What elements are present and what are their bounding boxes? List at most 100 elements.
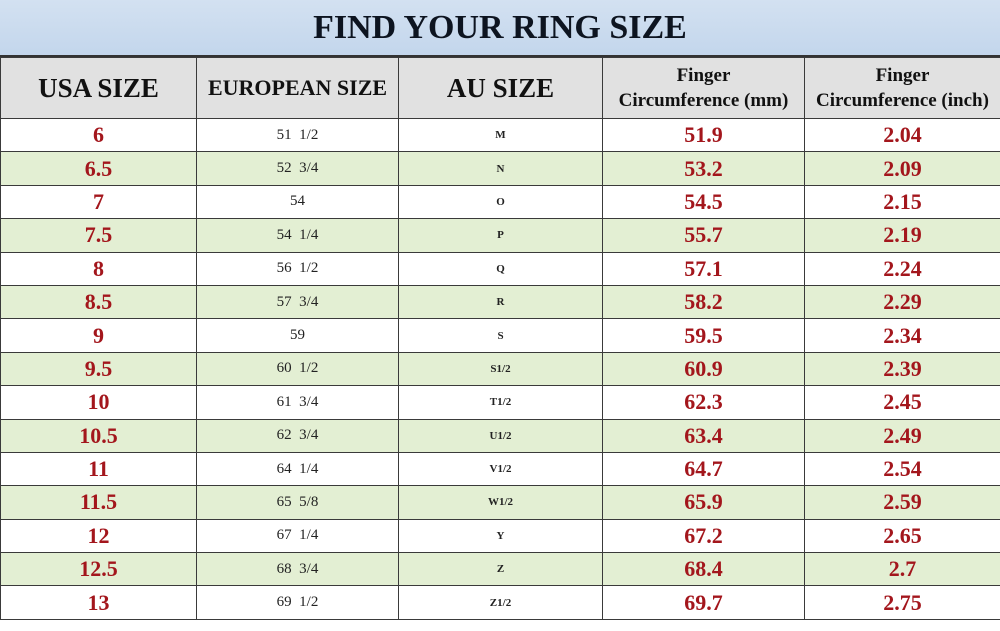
usa-size-cell: 9.5 (0, 351, 197, 387)
usa-size-cell: 9 (0, 318, 197, 353)
circumference-mm-cell: 69.7 (602, 585, 805, 620)
header-mm-line1: Finger (676, 65, 731, 86)
circumference-inch-cell: 2.34 (804, 318, 1000, 353)
au-size-cell: N (398, 151, 603, 186)
usa-size-cell: 10.5 (0, 418, 197, 453)
circumference-mm-cell: 55.7 (602, 218, 805, 253)
circumference-mm-cell: 68.4 (602, 552, 805, 587)
usa-size-cell: 7.5 (0, 218, 197, 253)
circumference-inch-cell: 2.39 (804, 351, 1000, 387)
european-size-cell: 56 1/2 (196, 251, 399, 286)
circumference-inch-cell: 2.75 (804, 585, 1000, 620)
circumference-mm-cell: 54.5 (602, 184, 805, 220)
circumference-mm-cell: 64.7 (602, 451, 805, 487)
usa-size-cell: 8.5 (0, 284, 197, 320)
au-size-cell: U1/2 (398, 418, 603, 453)
au-size-cell: Z (398, 552, 603, 587)
circumference-inch-cell: 2.04 (804, 117, 1000, 153)
circumference-inch-cell: 2.54 (804, 451, 1000, 487)
au-size-cell: V1/2 (398, 451, 603, 487)
header-row: USA SIZE EUROPEAN SIZE AU SIZE Finger Cir… (0, 57, 1000, 119)
european-size-cell: 54 (196, 184, 399, 220)
circumference-inch-cell: 2.29 (804, 284, 1000, 320)
usa-size-cell: 6.5 (0, 151, 197, 186)
circumference-inch-cell: 2.65 (804, 518, 1000, 554)
au-size-cell: T1/2 (398, 385, 603, 420)
table-row: 8 56 1/2 Q 57.1 2.24 (0, 251, 1000, 286)
circumference-inch-cell: 2.49 (804, 418, 1000, 453)
european-size-cell: 68 3/4 (196, 552, 399, 587)
european-size-cell: 54 1/4 (196, 218, 399, 253)
circumference-inch-cell: 2.19 (804, 218, 1000, 253)
header-circumference-mm: Finger Circumference (mm) (602, 57, 805, 119)
usa-size-cell: 7 (0, 184, 197, 220)
european-size-cell: 57 3/4 (196, 284, 399, 320)
table-row: 9 59 S 59.5 2.34 (0, 318, 1000, 353)
usa-size-cell: 13 (0, 585, 197, 620)
table-row: 6 51 1/2 M 51.9 2.04 (0, 117, 1000, 153)
european-size-cell: 52 3/4 (196, 151, 399, 186)
header-european-size: EUROPEAN SIZE (196, 57, 399, 119)
usa-size-cell: 8 (0, 251, 197, 286)
table-row: 6.5 52 3/4 N 53.2 2.09 (0, 151, 1000, 186)
circumference-inch-cell: 2.45 (804, 385, 1000, 420)
circumference-mm-cell: 59.5 (602, 318, 805, 353)
usa-size-cell: 12.5 (0, 552, 197, 587)
circumference-mm-cell: 57.1 (602, 251, 805, 286)
circumference-mm-cell: 60.9 (602, 351, 805, 387)
circumference-mm-cell: 62.3 (602, 385, 805, 420)
au-size-cell: P (398, 218, 603, 253)
table-row: 12.5 68 3/4 Z 68.4 2.7 (0, 552, 1000, 587)
header-circumference-inch: Finger Circumference (inch) (804, 57, 1000, 119)
circumference-inch-cell: 2.15 (804, 184, 1000, 220)
european-size-cell: 69 1/2 (196, 585, 399, 620)
page-title: FIND YOUR RING SIZE (0, 0, 1000, 57)
usa-size-cell: 11 (0, 451, 197, 487)
usa-size-cell: 11.5 (0, 485, 197, 520)
header-mm-line2: Circumference (mm) (618, 90, 789, 111)
european-size-cell: 51 1/2 (196, 117, 399, 153)
circumference-inch-cell: 2.7 (804, 552, 1000, 587)
au-size-cell: Y (398, 518, 603, 554)
table-row: 8.5 57 3/4 R 58.2 2.29 (0, 284, 1000, 320)
header-usa-size: USA SIZE (0, 57, 197, 119)
circumference-mm-cell: 65.9 (602, 485, 805, 520)
au-size-cell: R (398, 284, 603, 320)
table-row: 10.5 62 3/4 U1/2 63.4 2.49 (0, 418, 1000, 453)
au-size-cell: S (398, 318, 603, 353)
header-au-size: AU SIZE (398, 57, 603, 119)
usa-size-cell: 6 (0, 117, 197, 153)
table-row: 11.5 65 5/8 W1/2 65.9 2.59 (0, 485, 1000, 520)
circumference-inch-cell: 2.59 (804, 485, 1000, 520)
header-inch-line1: Finger (875, 65, 930, 86)
circumference-inch-cell: 2.09 (804, 151, 1000, 186)
circumference-mm-cell: 58.2 (602, 284, 805, 320)
european-size-cell: 61 3/4 (196, 385, 399, 420)
european-size-cell: 59 (196, 318, 399, 353)
european-size-cell: 64 1/4 (196, 451, 399, 487)
circumference-mm-cell: 51.9 (602, 117, 805, 153)
european-size-cell: 62 3/4 (196, 418, 399, 453)
au-size-cell: S1/2 (398, 351, 603, 387)
table-row: 10 61 3/4 T1/2 62.3 2.45 (0, 385, 1000, 420)
circumference-mm-cell: 67.2 (602, 518, 805, 554)
table-row: 13 69 1/2 Z1/2 69.7 2.75 (0, 585, 1000, 620)
table-row: 9.5 60 1/2 S1/2 60.9 2.39 (0, 351, 1000, 387)
table-row: 12 67 1/4 Y 67.2 2.65 (0, 518, 1000, 554)
circumference-inch-cell: 2.24 (804, 251, 1000, 286)
header-inch-line2: Circumference (inch) (816, 90, 989, 111)
table-row: 11 64 1/4 V1/2 64.7 2.54 (0, 451, 1000, 487)
european-size-cell: 60 1/2 (196, 351, 399, 387)
table-row: 7.5 54 1/4 P 55.7 2.19 (0, 218, 1000, 253)
au-size-cell: M (398, 117, 603, 153)
usa-size-cell: 12 (0, 518, 197, 554)
ring-size-table: USA SIZE EUROPEAN SIZE AU SIZE Finger Cir… (0, 57, 1000, 620)
european-size-cell: 67 1/4 (196, 518, 399, 554)
circumference-mm-cell: 53.2 (602, 151, 805, 186)
au-size-cell: Q (398, 251, 603, 286)
au-size-cell: Z1/2 (398, 585, 603, 620)
au-size-cell: W1/2 (398, 485, 603, 520)
european-size-cell: 65 5/8 (196, 485, 399, 520)
circumference-mm-cell: 63.4 (602, 418, 805, 453)
table-row: 7 54 O 54.5 2.15 (0, 184, 1000, 220)
